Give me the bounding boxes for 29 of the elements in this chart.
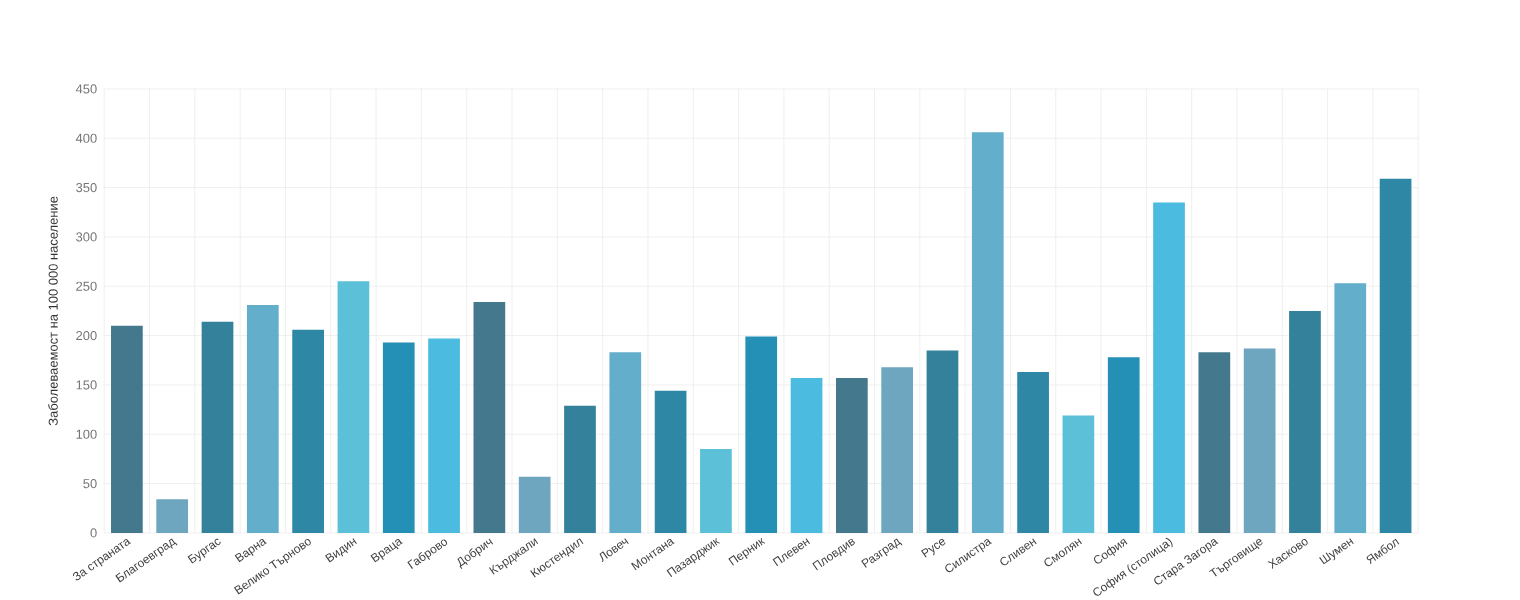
bar: [700, 449, 732, 533]
bar: [111, 325, 143, 533]
bar: [382, 342, 415, 533]
bar: [518, 476, 551, 533]
bar: [1334, 283, 1367, 533]
bar: [246, 304, 279, 533]
bar: [564, 405, 596, 533]
bar: [971, 132, 1004, 533]
bar: [1017, 372, 1049, 533]
bar: [835, 378, 868, 533]
bar: [1243, 348, 1276, 533]
bar: [1107, 357, 1140, 533]
bar: [1153, 202, 1185, 533]
bar: [1289, 310, 1321, 533]
bar: [201, 321, 234, 533]
bar: [1198, 352, 1231, 533]
bar: [926, 350, 959, 533]
bar: [881, 367, 914, 533]
bar: [1379, 178, 1412, 533]
bar: [745, 336, 778, 533]
bar: [428, 338, 460, 533]
bar: [473, 302, 506, 533]
bar: [292, 329, 324, 533]
bar: [337, 281, 370, 533]
bar: [1062, 415, 1095, 533]
bar: [156, 499, 189, 533]
bar: [654, 390, 687, 533]
bar: [790, 378, 823, 533]
bar: [609, 352, 642, 533]
